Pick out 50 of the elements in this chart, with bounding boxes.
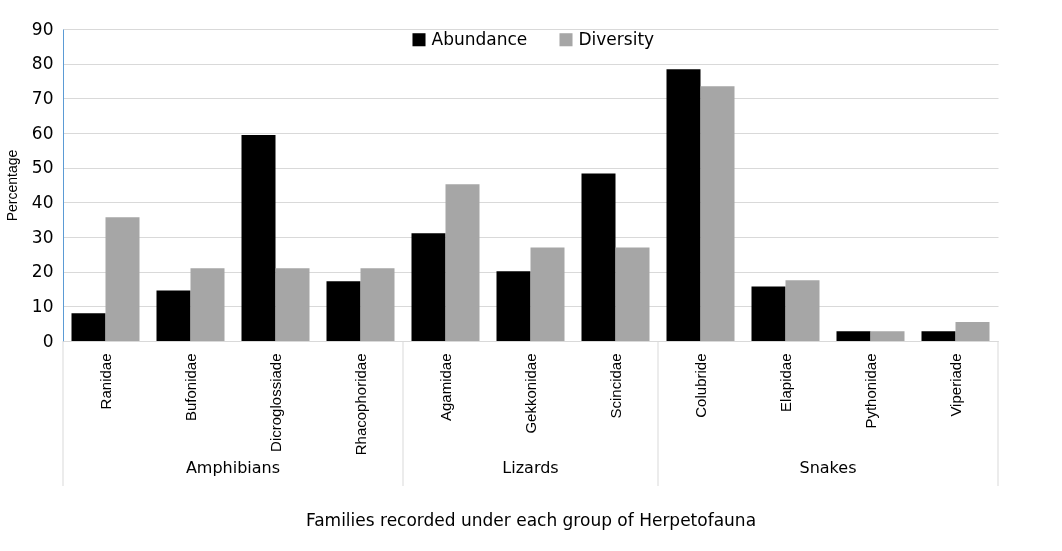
bar [530,247,565,341]
bar [921,331,956,341]
x-tick-label: Rhacophoridae [351,353,369,456]
text: Amphibians [185,458,281,477]
bar [870,331,905,341]
legend-label: Diversity [578,28,655,49]
bar [955,321,990,341]
bar [615,247,650,341]
bar [700,86,735,341]
y-tick-label: 80 [31,53,54,74]
x-tick-label: Agamidae [436,353,454,422]
y-tick-label: 10 [31,295,54,316]
bar [445,184,480,341]
x-tick-label: Scincidae [606,353,624,419]
y-axis-title: Percentage [3,149,20,222]
y-tick-label: 70 [31,87,54,108]
text: Lizards [502,458,559,477]
bar [326,281,361,341]
bar [156,290,191,341]
x-tick-label: Bufonidae [181,353,199,422]
bar [241,135,276,341]
legend-label: Abundance [431,28,528,49]
x-tick-label: Ranidae [96,353,114,410]
bar [190,268,225,341]
x-tick-label: Pythonidae [861,353,879,429]
bar [71,313,106,341]
bar [360,268,395,341]
y-tick-label: 90 [31,18,54,39]
y-tick-label: 50 [31,157,54,178]
bar [785,280,820,341]
y-tick-label: 60 [31,122,54,143]
bar [496,271,531,341]
y-tick-label: 20 [31,261,54,282]
bar [836,331,871,341]
x-tick-label: Elapidae [776,353,794,412]
text: Snakes [799,458,857,477]
y-tick-label: 40 [31,191,54,212]
y-tick-label: 0 [42,330,54,351]
x-tick-label: Gekkonidae [521,353,539,434]
bar [105,217,140,341]
y-tick-label: 30 [31,226,54,247]
bar [666,69,701,341]
bar [581,173,616,341]
bar [751,286,786,341]
x-tick-label: Colubride [691,353,709,418]
x-tick-label: Viperiade [946,353,964,417]
x-axis-title: Families recorded under each group of Herpetofauna [305,510,757,531]
bar [411,233,446,341]
x-tick-label: Dicroglossiade [266,353,284,452]
bar [275,268,310,341]
